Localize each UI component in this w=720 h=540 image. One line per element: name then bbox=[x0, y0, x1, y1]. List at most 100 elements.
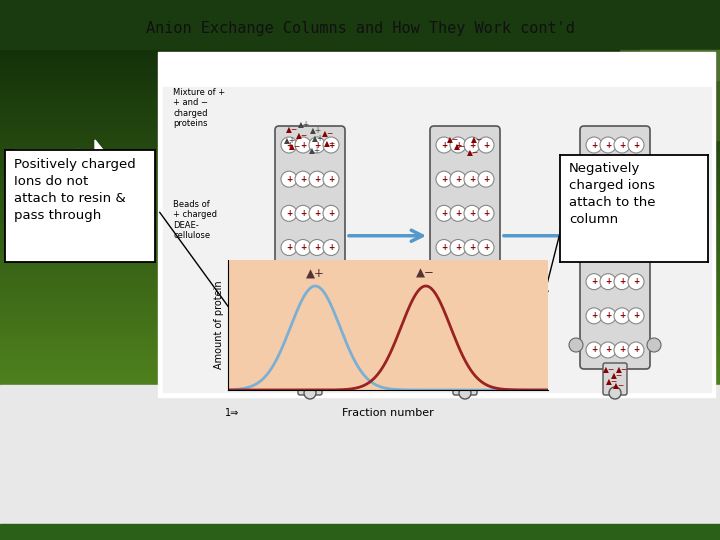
Bar bbox=[0, 87, 720, 89]
Text: +: + bbox=[455, 277, 461, 286]
Circle shape bbox=[628, 240, 644, 255]
Bar bbox=[0, 210, 720, 212]
Bar bbox=[0, 123, 720, 125]
Circle shape bbox=[586, 205, 602, 221]
Bar bbox=[0, 232, 720, 234]
Bar bbox=[0, 256, 720, 258]
Text: +: + bbox=[619, 140, 625, 150]
Circle shape bbox=[628, 342, 644, 358]
Circle shape bbox=[436, 240, 452, 255]
Text: +: + bbox=[314, 243, 320, 252]
Circle shape bbox=[459, 387, 471, 399]
Bar bbox=[0, 280, 720, 281]
Text: +: + bbox=[441, 140, 447, 150]
Bar bbox=[0, 132, 720, 133]
Bar bbox=[0, 0, 720, 50]
Circle shape bbox=[295, 137, 311, 153]
Bar bbox=[0, 242, 720, 244]
Text: ▲−: ▲− bbox=[603, 366, 615, 375]
Bar bbox=[0, 373, 720, 375]
Bar bbox=[0, 65, 720, 67]
Text: +: + bbox=[286, 312, 292, 320]
Text: +: + bbox=[483, 174, 489, 184]
Bar bbox=[0, 330, 720, 332]
Text: Fraction number: Fraction number bbox=[342, 408, 434, 418]
Text: ▲−: ▲− bbox=[616, 366, 628, 375]
Bar bbox=[0, 385, 720, 540]
Bar bbox=[0, 82, 720, 84]
Circle shape bbox=[464, 205, 480, 221]
Bar bbox=[0, 215, 720, 217]
Bar bbox=[0, 376, 720, 378]
Circle shape bbox=[569, 338, 583, 352]
Bar bbox=[0, 247, 720, 249]
Bar bbox=[0, 244, 720, 246]
Bar bbox=[0, 341, 720, 342]
Bar bbox=[0, 67, 720, 69]
Text: ▲+: ▲+ bbox=[455, 380, 467, 388]
Bar bbox=[0, 96, 720, 98]
Text: +: + bbox=[441, 209, 447, 218]
Bar bbox=[0, 285, 720, 286]
Bar bbox=[0, 320, 720, 322]
Text: ▲−: ▲− bbox=[322, 130, 334, 138]
Circle shape bbox=[281, 240, 297, 255]
Bar bbox=[0, 200, 720, 201]
Text: +: + bbox=[591, 243, 597, 252]
Text: ▲+: ▲+ bbox=[306, 267, 325, 280]
Bar bbox=[0, 103, 720, 104]
Bar bbox=[0, 76, 720, 77]
Bar bbox=[0, 198, 720, 200]
Bar bbox=[0, 346, 720, 348]
Circle shape bbox=[281, 274, 297, 289]
Text: ▲+: ▲+ bbox=[284, 136, 296, 145]
Bar bbox=[158, 52, 715, 397]
Bar bbox=[0, 286, 720, 288]
Bar bbox=[0, 366, 720, 368]
Circle shape bbox=[436, 171, 452, 187]
Bar bbox=[163, 87, 711, 392]
Circle shape bbox=[478, 171, 494, 187]
Bar bbox=[0, 220, 720, 222]
Bar bbox=[0, 224, 720, 225]
Bar bbox=[0, 169, 720, 171]
Text: +: + bbox=[328, 209, 334, 218]
Text: +: + bbox=[441, 243, 447, 252]
Circle shape bbox=[309, 274, 325, 289]
Bar bbox=[0, 148, 720, 150]
Circle shape bbox=[478, 308, 494, 324]
Text: +: + bbox=[605, 174, 611, 184]
Text: +: + bbox=[469, 312, 475, 320]
Text: +: + bbox=[605, 277, 611, 286]
Bar bbox=[0, 387, 720, 388]
Circle shape bbox=[450, 171, 466, 187]
Text: ▲−: ▲− bbox=[416, 267, 436, 280]
Text: +: + bbox=[633, 277, 639, 286]
Bar bbox=[0, 283, 720, 285]
Circle shape bbox=[450, 137, 466, 153]
Bar bbox=[0, 122, 720, 123]
Bar bbox=[0, 296, 720, 298]
FancyBboxPatch shape bbox=[298, 363, 322, 395]
Text: +: + bbox=[483, 346, 489, 354]
Bar bbox=[0, 172, 720, 174]
Circle shape bbox=[464, 274, 480, 289]
Bar bbox=[0, 62, 720, 64]
Bar bbox=[0, 308, 720, 310]
Bar bbox=[0, 135, 720, 137]
Text: Mixture of +
+ and −
charged
proteins: Mixture of + + and − charged proteins bbox=[173, 88, 225, 128]
Text: +: + bbox=[314, 277, 320, 286]
Text: +: + bbox=[591, 174, 597, 184]
Circle shape bbox=[600, 274, 616, 289]
Bar bbox=[0, 319, 720, 320]
Bar bbox=[0, 213, 720, 215]
Bar bbox=[0, 363, 720, 364]
Text: ▲−: ▲− bbox=[606, 377, 618, 387]
Bar bbox=[0, 292, 720, 293]
Bar bbox=[0, 111, 720, 113]
Circle shape bbox=[323, 342, 339, 358]
Bar bbox=[0, 69, 720, 70]
Circle shape bbox=[647, 338, 661, 352]
Bar bbox=[0, 375, 720, 376]
Bar bbox=[0, 305, 720, 307]
